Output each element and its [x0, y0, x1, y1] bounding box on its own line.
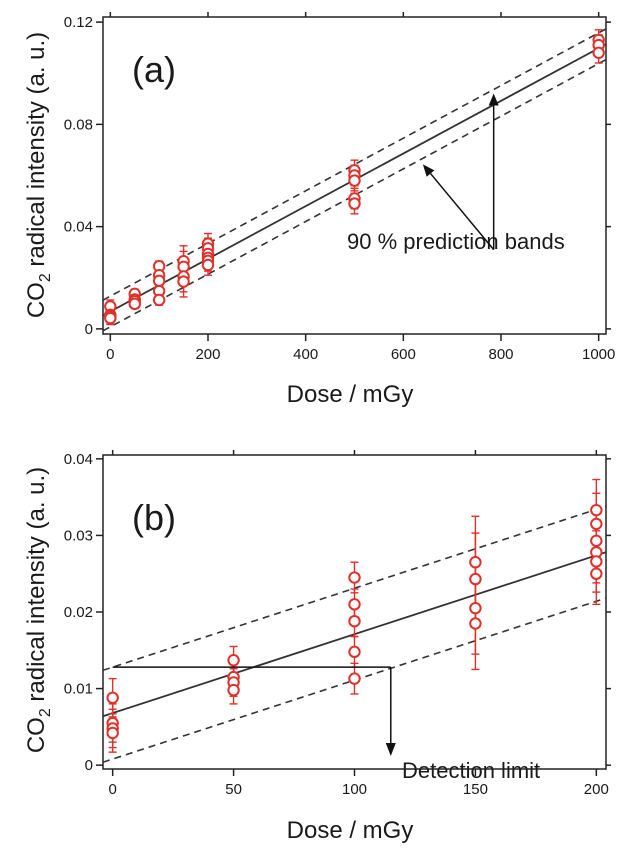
- panel-a-data-point: [348, 174, 361, 187]
- panel-b-label: (b): [132, 497, 176, 538]
- detection-limit-label: Detection limit: [402, 758, 540, 783]
- panel-a-xtick-label: 600: [391, 346, 416, 363]
- panel-a-data-point: [104, 311, 117, 325]
- panel-a-label: (a): [132, 49, 176, 90]
- panel-a-ytick-label: 0.12: [64, 14, 93, 31]
- panel-b-data-point: [590, 534, 603, 547]
- panel-b-xtick-label: 150: [463, 781, 488, 798]
- panel-b-data-point: [348, 598, 361, 611]
- panel-a-data-point: [592, 46, 605, 59]
- upper-band-arrowhead: [488, 93, 499, 106]
- panel-b-plot: 0 50 100 150 200 0 0.01 0.02 0.03 0.04: [64, 450, 611, 798]
- panel-a-ytick-label: 0: [85, 321, 93, 338]
- panel-a-data-point: [128, 297, 141, 311]
- panel-b-data-point: [469, 601, 482, 615]
- panel-a-ytick-label: 0.08: [64, 116, 93, 133]
- panel-a-xtick-label: 1000: [582, 346, 615, 363]
- panel-a-data-point: [177, 275, 190, 288]
- panel-b: CO2 radical intensity (a. u.) Dose / mGy…: [23, 450, 611, 844]
- panel-b-xtick-label: 200: [584, 781, 609, 798]
- panel-b-data-point: [469, 572, 482, 586]
- panel-b-xlabel: Dose / mGy: [287, 817, 414, 844]
- panel-b-xtick-label: 100: [342, 781, 367, 798]
- panel-b-xtick-label: 0: [109, 781, 117, 798]
- panel-b-data-point: [227, 683, 240, 697]
- panel-b-data-point: [590, 555, 603, 568]
- panel-b-ytick-label: 0: [85, 757, 93, 774]
- panel-a-ytick-label: 0.04: [64, 219, 93, 236]
- panel-b-ylabel: CO2 radical intensity (a. u.): [23, 467, 54, 753]
- panel-a-data-point: [201, 258, 215, 272]
- panel-b-data-point: [590, 503, 603, 517]
- panel-b-data-point: [590, 567, 603, 580]
- panel-b-data-point: [348, 645, 361, 659]
- panel-b-data-point: [227, 654, 240, 667]
- panel-a: CO2 radical intensity (a. u.) Dose / mGy…: [23, 12, 615, 408]
- panel-b-ytick-label: 0.03: [64, 527, 93, 544]
- lower-band-pointer: [429, 173, 495, 251]
- panel-a-xtick-label: 800: [488, 346, 513, 363]
- lower-band-arrowhead: [422, 164, 435, 177]
- panel-b-data-point: [106, 691, 119, 704]
- panel-a-frame: [102, 16, 607, 335]
- panel-a-ylabel: CO2 radical intensity (a. u.): [23, 32, 54, 318]
- panel-b-data-point: [348, 571, 361, 584]
- panel-b-data-point: [469, 556, 482, 569]
- panel-a-plot: 0 200 400 600 800 1000 0 0.04 0.08 0.12: [64, 12, 615, 363]
- panel-b-data-area: [103, 478, 606, 763]
- panel-b-data-point: [469, 617, 482, 630]
- panel-b-data-point: [348, 672, 361, 685]
- prediction-bands-label: 90 % prediction bands: [347, 229, 565, 254]
- panel-b-ytick-label: 0.04: [64, 451, 93, 468]
- panel-b-ytick-label: 0.02: [64, 604, 93, 621]
- panel-b-data-point: [348, 614, 361, 628]
- panel-b-data-point: [106, 726, 119, 740]
- detection-limit-arrowhead: [385, 742, 396, 756]
- panel-b-data-point: [590, 517, 603, 531]
- panel-a-xtick-label: 200: [195, 346, 220, 363]
- panel-a-xtick-label: 0: [106, 346, 114, 363]
- panel-b-xtick-label: 50: [225, 781, 242, 798]
- panel-a-xtick-label: 400: [293, 346, 318, 363]
- panel-a-data-point: [152, 274, 166, 288]
- panel-a-xlabel: Dose / mGy: [287, 381, 414, 408]
- panel-a-data-point: [348, 197, 361, 210]
- panel-a-data-point: [152, 293, 166, 307]
- panel-a-data-area: [103, 28, 606, 332]
- panel-b-ytick-label: 0.01: [64, 681, 93, 698]
